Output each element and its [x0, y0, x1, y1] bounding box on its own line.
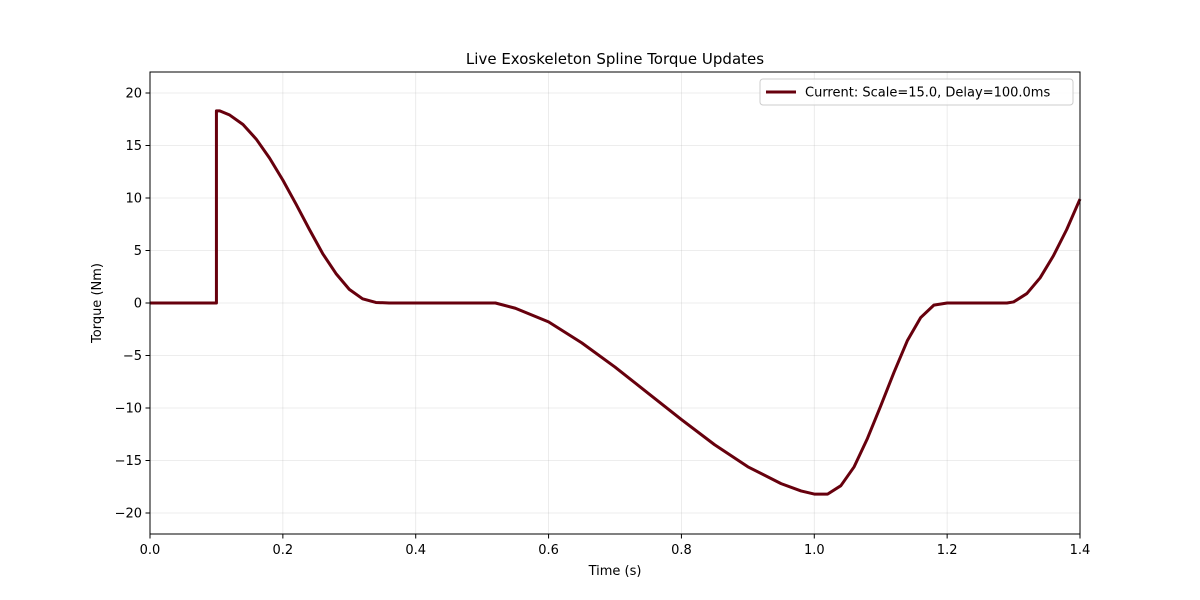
legend-box	[759, 78, 1074, 106]
x-axis-label: Time (s)	[588, 564, 642, 579]
x-tick-label: 0.2	[273, 543, 294, 558]
y-tick-label: 15	[125, 139, 142, 154]
y-tick-label: −5	[123, 349, 142, 364]
y-tick-label: −10	[115, 402, 142, 417]
x-tick-label: 1.4	[1070, 543, 1091, 558]
series-line-0	[150, 109, 1082, 496]
y-tick-label: 5	[134, 244, 142, 259]
x-axis-ticks: 0.0 0.2 0.4 0.6 0.8 1.0 1.2 1.4	[140, 534, 1091, 558]
series-layer	[150, 109, 1082, 496]
y-axis-label: Torque (Nm)	[90, 263, 105, 344]
y-tick-label: −20	[115, 507, 142, 522]
y-tick-label: 10	[125, 192, 142, 207]
grid	[149, 72, 1081, 534]
y-tick-label: 20	[125, 87, 142, 102]
legend-label: Current: Scale=15.0, Delay=100.0ms	[805, 86, 1050, 101]
y-tick-label: −15	[115, 454, 142, 469]
x-tick-label: 1.2	[937, 543, 958, 558]
x-tick-label: 0.8	[671, 543, 692, 558]
x-tick-label: 1.0	[804, 543, 825, 558]
y-tick-label: 0	[134, 297, 142, 312]
chart-title: Live Exoskeleton Spline Torque Updates	[466, 50, 764, 68]
x-tick-label: 0.0	[140, 543, 161, 558]
legend: Current: Scale=15.0, Delay=100.0ms	[759, 78, 1074, 106]
x-tick-label: 0.6	[538, 543, 559, 558]
x-tick-label: 0.4	[405, 543, 426, 558]
y-axis-ticks: −20 −15 −10 −5 0 5 10 15 20	[115, 87, 150, 522]
